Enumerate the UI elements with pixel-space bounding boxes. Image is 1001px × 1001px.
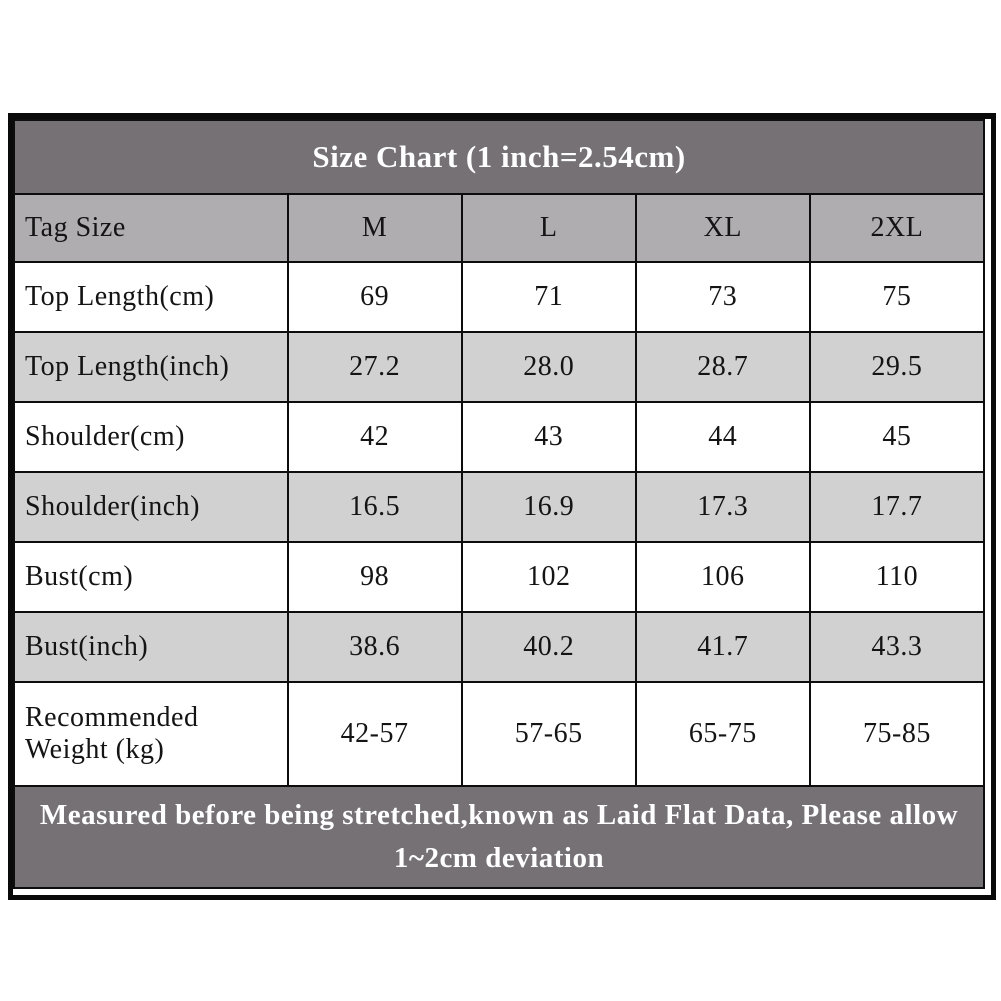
size-chart-title: Size Chart (1 inch=2.54cm) [13,119,985,195]
title-row: Size Chart (1 inch=2.54cm) [13,119,985,195]
value-cell: 57-65 [460,681,637,787]
value-cell: 43.3 [808,611,986,683]
value-cell: 71 [460,261,637,333]
header-size-2xl: 2XL [808,193,986,263]
table-row: Shoulder(inch) 16.5 16.9 17.3 17.7 [13,471,986,543]
value-cell: 44 [634,401,811,473]
measurement-note: Measured before being stretched,known as… [13,785,985,889]
value-cell: 29.5 [808,331,986,403]
value-cell: 75 [808,261,986,333]
table-row: Bust(cm) 98 102 106 110 [13,541,986,613]
header-size-l: L [460,193,637,263]
row-label: Top Length(cm) [13,261,289,333]
header-row: Tag Size M L XL 2XL [13,193,986,263]
row-label: Bust(cm) [13,541,289,613]
value-cell: 98 [286,541,463,613]
value-cell: 75-85 [808,681,986,787]
value-cell: 42-57 [286,681,463,787]
row-label: Top Length(inch) [13,331,289,403]
table-row: Shoulder(cm) 42 43 44 45 [13,401,986,473]
table-row: Bust(inch) 38.6 40.2 41.7 43.3 [13,611,986,683]
row-label: Bust(inch) [13,611,289,683]
row-label: Recommended Weight (kg) [13,681,289,787]
value-cell: 65-75 [634,681,811,787]
header-size-m: M [286,193,463,263]
value-cell: 45 [808,401,986,473]
value-cell: 16.5 [286,471,463,543]
value-cell: 16.9 [460,471,637,543]
header-tag-size: Tag Size [13,193,289,263]
row-label: Shoulder(cm) [13,401,289,473]
table-row: Top Length(inch) 27.2 28.0 28.7 29.5 [13,331,986,403]
header-size-xl: XL [634,193,811,263]
value-cell: 27.2 [286,331,463,403]
value-cell: 28.0 [460,331,637,403]
value-cell: 41.7 [634,611,811,683]
value-cell: 102 [460,541,637,613]
value-cell: 40.2 [460,611,637,683]
value-cell: 110 [808,541,986,613]
row-label: Shoulder(inch) [13,471,289,543]
value-cell: 73 [634,261,811,333]
footer-row: Measured before being stretched,known as… [13,785,985,889]
measurement-rows: Top Length(cm) 69 71 73 75 Top Length(inch) 27… [13,261,986,787]
table-row: Top Length(cm) 69 71 73 75 [13,261,986,333]
size-chart-frame: Size Chart (1 inch=2.54cm) Tag Size M L … [8,113,996,900]
value-cell: 43 [460,401,637,473]
value-cell: 69 [286,261,463,333]
value-cell: 17.7 [808,471,986,543]
table-row: Recommended Weight (kg) 42-57 57-65 65-75 75… [13,681,986,787]
value-cell: 17.3 [634,471,811,543]
size-chart-table: Size Chart (1 inch=2.54cm) Tag Size M L … [13,119,986,889]
value-cell: 38.6 [286,611,463,683]
value-cell: 106 [634,541,811,613]
value-cell: 42 [286,401,463,473]
value-cell: 28.7 [634,331,811,403]
